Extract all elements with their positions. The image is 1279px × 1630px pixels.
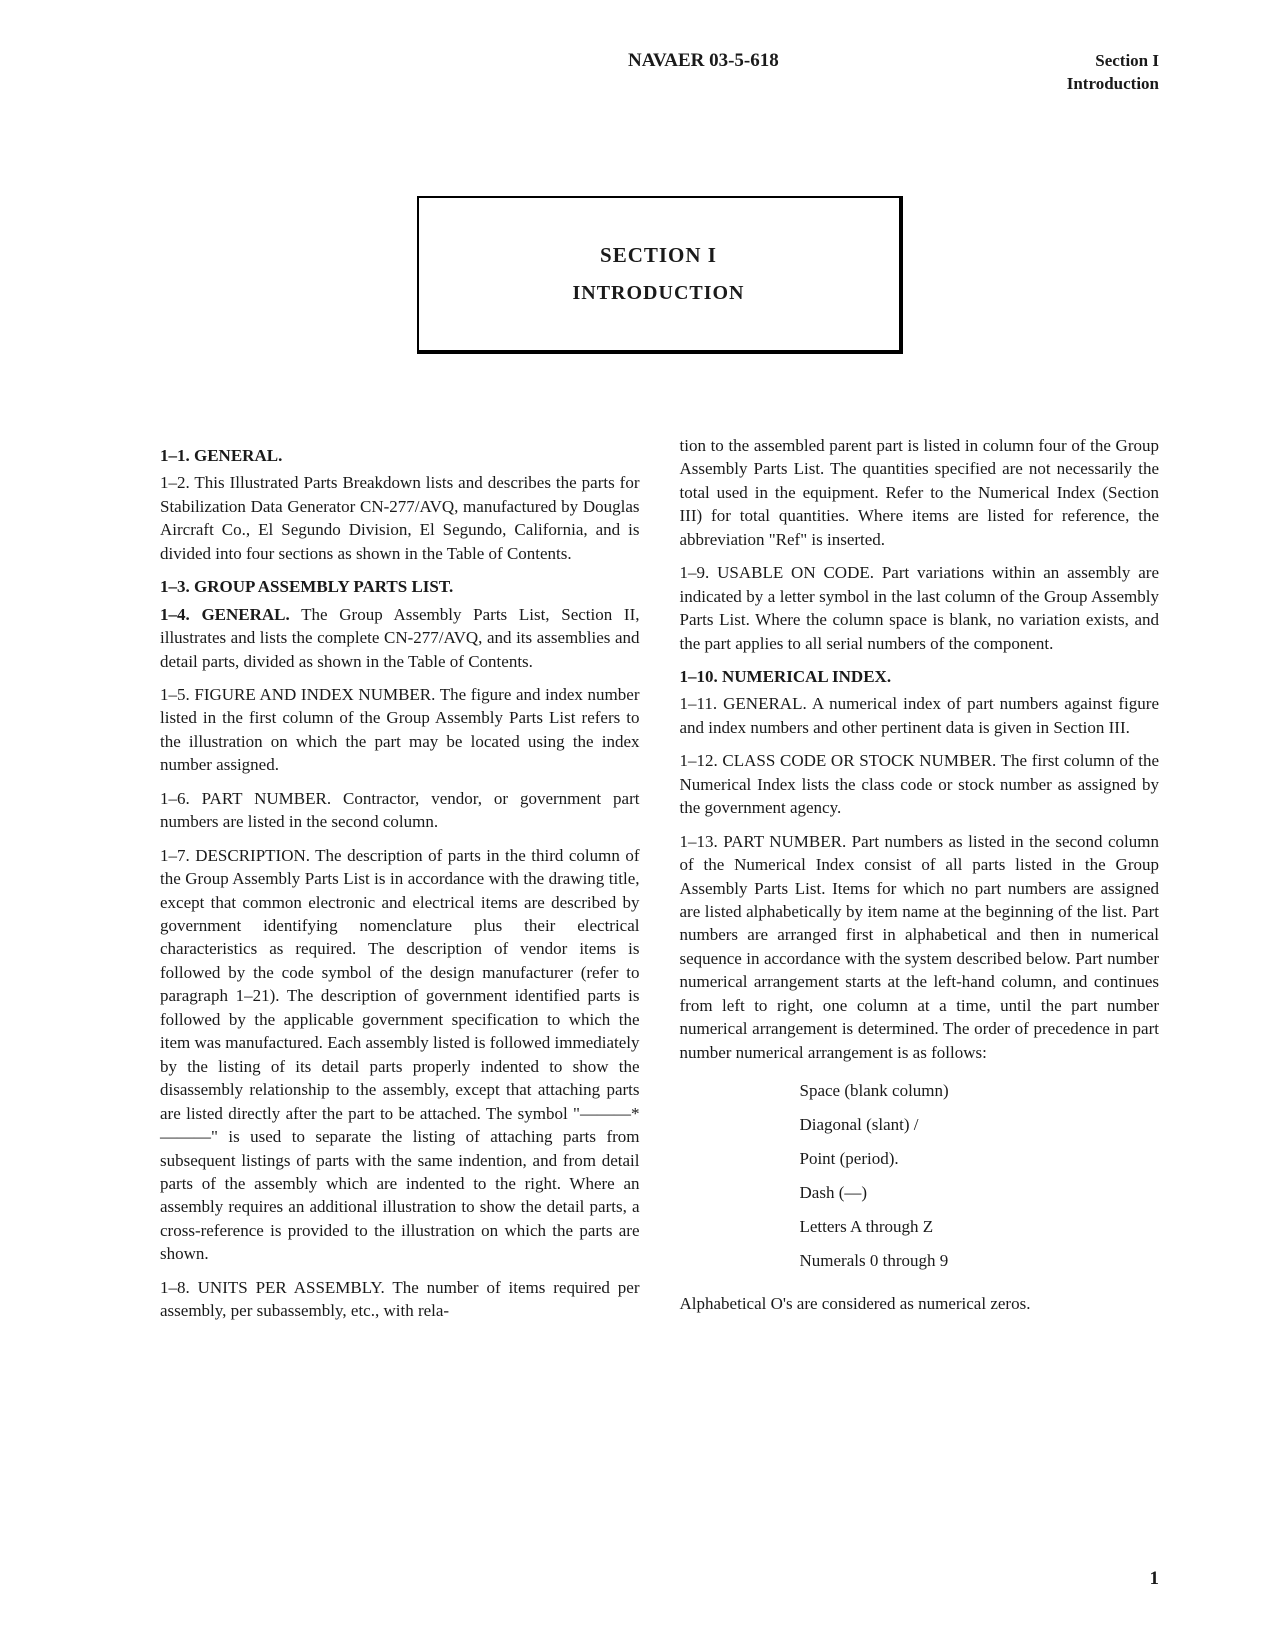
right-column: tion to the assembled parent part is lis…: [680, 434, 1160, 1333]
section-title-box: SECTION I INTRODUCTION: [417, 196, 903, 354]
para-1-13: 1–13. PART NUMBER. Part numbers as liste…: [680, 830, 1160, 1065]
heading-1-10: 1–10. NUMERICAL INDEX.: [680, 665, 1160, 688]
precedence-diagonal: Diagonal (slant) /: [800, 1108, 1160, 1142]
para-1-5: 1–5. FIGURE AND INDEX NUMBER. The figure…: [160, 683, 640, 777]
page-header: NAVAER 03-5-618 Section I Introduction: [160, 50, 1159, 96]
precedence-dash: Dash (—): [800, 1176, 1160, 1210]
heading-1-1: 1–1. GENERAL.: [160, 444, 640, 467]
header-right: Section I Introduction: [1067, 50, 1159, 96]
para-1-9: 1–9. USABLE ON CODE. Part variations wit…: [680, 561, 1160, 655]
precedence-space: Space (blank column): [800, 1074, 1160, 1108]
section-number: SECTION I: [439, 243, 879, 268]
precedence-numerals: Numerals 0 through 9: [800, 1244, 1160, 1278]
header-center: NAVAER 03-5-618: [160, 50, 1067, 72]
para-1-7: 1–7. DESCRIPTION. The description of par…: [160, 844, 640, 1266]
page: NAVAER 03-5-618 Section I Introduction S…: [0, 0, 1279, 1630]
para-alpha-o: Alphabetical O's are considered as numer…: [680, 1292, 1160, 1315]
precedence-list: Space (blank column) Diagonal (slant) / …: [800, 1074, 1160, 1278]
para-1-8: 1–8. UNITS PER ASSEMBLY. The number of i…: [160, 1276, 640, 1323]
left-column: 1–1. GENERAL. 1–2. This Illustrated Part…: [160, 434, 640, 1333]
page-number: 1: [1150, 1568, 1160, 1590]
section-title: INTRODUCTION: [439, 282, 879, 305]
precedence-point: Point (period).: [800, 1142, 1160, 1176]
para-1-11: 1–11. GENERAL. A numerical index of part…: [680, 692, 1160, 739]
heading-1-3: 1–3. GROUP ASSEMBLY PARTS LIST.: [160, 575, 640, 598]
header-section-label: Section I: [1067, 50, 1159, 73]
body-columns: 1–1. GENERAL. 1–2. This Illustrated Part…: [160, 434, 1159, 1333]
para-1-6: 1–6. PART NUMBER. Contractor, vendor, or…: [160, 787, 640, 834]
para-1-4-runin: 1–4. GENERAL.: [160, 605, 290, 624]
para-1-8-cont: tion to the assembled parent part is lis…: [680, 434, 1160, 551]
para-1-12: 1–12. CLASS CODE OR STOCK NUMBER. The fi…: [680, 749, 1160, 819]
header-section-name: Introduction: [1067, 73, 1159, 96]
precedence-letters: Letters A through Z: [800, 1210, 1160, 1244]
para-1-4: 1–4. GENERAL. The Group Assembly Parts L…: [160, 603, 640, 673]
para-1-2: 1–2. This Illustrated Parts Breakdown li…: [160, 471, 640, 565]
